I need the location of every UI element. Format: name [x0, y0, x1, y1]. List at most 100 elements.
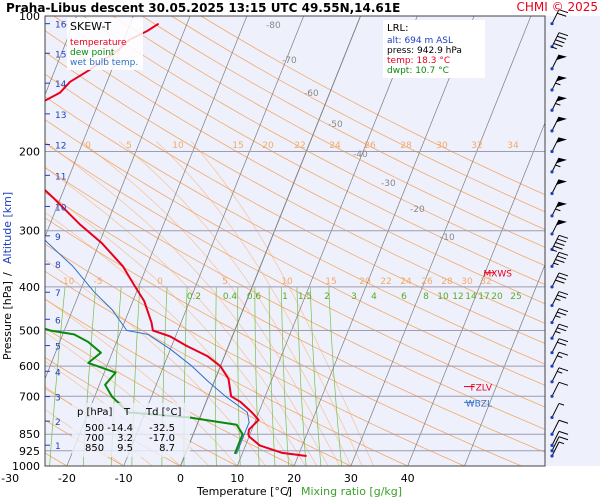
barb-feather: [558, 251, 569, 256]
barb-feather: [558, 367, 569, 372]
wind-barb: [550, 116, 567, 133]
mixing-ratio-label: 0.4: [223, 292, 238, 302]
table-cell: 3.2: [117, 433, 133, 444]
wind-barb: [550, 9, 569, 26]
dry-adiabat-label: 28: [441, 277, 453, 287]
mixing-ratio-label: 14: [465, 292, 477, 302]
marker-label-mxws: MXWS: [483, 270, 512, 280]
mixing-ratio-label: 2: [324, 292, 330, 302]
x-tick-label: -20: [58, 472, 76, 485]
mixing-ratio-label: 17: [478, 292, 489, 302]
series-wet-bulb-temp-: [45, 239, 250, 455]
mixing-ratio-label: 4: [371, 292, 377, 302]
wind-panel-background: [545, 16, 600, 466]
series-dew-point: [45, 327, 244, 455]
barb-dot: [550, 364, 554, 368]
dry-adiabat-label: 26: [364, 141, 376, 151]
isotherm: [45, 16, 134, 238]
profile-series: [45, 22, 307, 457]
barb-dot: [550, 432, 554, 436]
barb-feather: [557, 276, 567, 281]
barb-dot: [550, 351, 554, 355]
barb-pennant: [556, 116, 567, 123]
barb-pennant: [556, 96, 567, 102]
plot-background: [45, 16, 545, 466]
altitude-tick-label: 16: [55, 21, 67, 31]
dry-adiabat-label: 15: [232, 141, 243, 151]
barb-dot: [550, 303, 554, 308]
barb-feather: [557, 255, 567, 260]
dry-adiabat-label: 5: [222, 277, 228, 287]
mixing-ratio-label: 10: [437, 292, 449, 302]
lrl-dewpoint: dwpt: 10.7 °C: [387, 66, 449, 76]
altitude-tick-label: 1: [55, 442, 61, 452]
barb-half-feather: [555, 330, 561, 334]
wind-barb: [550, 419, 569, 436]
mixing-ratio-label: 1: [282, 292, 288, 302]
legend-wet-bulb: wet bulb temp.: [70, 58, 138, 68]
barb-feather: [558, 234, 569, 239]
legend: SKEW-T temperature dew point wet bulb te…: [67, 18, 143, 70]
isotherm: [180, 16, 361, 466]
altitude-tick-label: 14: [55, 80, 67, 90]
barb-dot: [550, 415, 554, 420]
barb-feather: [557, 341, 567, 346]
wind-barb: [550, 234, 569, 252]
x-axis-label: Temperature [°C]: [196, 485, 292, 498]
barb-feather: [558, 291, 569, 296]
wind-barb: [550, 367, 569, 384]
barb-feather: [558, 351, 569, 356]
barb-dot: [550, 449, 554, 453]
barb-pennant: [556, 179, 567, 185]
isotherm-label: -80: [266, 21, 281, 31]
wind-barb: [550, 351, 569, 368]
copyright: CHMI © 2025: [517, 0, 598, 14]
wind-barb: [550, 75, 567, 92]
level-table-background: [72, 403, 190, 457]
dry-adiabat-label: 0: [85, 141, 91, 151]
wind-barb: [550, 436, 569, 453]
series-temperature: [45, 22, 307, 457]
isotherm: [293, 16, 475, 466]
wind-barb: [550, 308, 569, 325]
barb-staff: [551, 420, 560, 435]
x-tick-label: 30: [344, 472, 358, 485]
dry-adiabat-label: 15: [325, 277, 336, 287]
isotherm: [464, 263, 545, 466]
x-axis-label-separator: /: [286, 485, 290, 498]
barb-feather: [553, 43, 563, 47]
table-cell: 500: [85, 423, 104, 434]
moist-adiabat: [190, 141, 374, 466]
altitude-tick-label: 12: [55, 142, 66, 152]
dry-adiabat-label: 34: [507, 141, 519, 151]
barb-feather: [558, 32, 569, 37]
barb-feather: [557, 294, 567, 299]
barb-half-feather: [555, 82, 561, 86]
x-tick-label: 0: [177, 472, 184, 485]
dry-adiabat: [45, 167, 545, 430]
dry-adiabat-label: 20: [262, 141, 274, 151]
wind-barb: [550, 219, 567, 236]
barb-pennant: [556, 54, 567, 61]
dry-adiabat-label: 22: [380, 277, 391, 287]
level-table: p [hPa] T Td [°C] 500 -14.4 -32.5 700 3.…: [72, 403, 190, 457]
altitude-tick-label: 6: [55, 316, 61, 326]
y-tick-label: 700: [19, 390, 40, 403]
dry-adiabat-label: 24: [400, 277, 412, 287]
mixing-ratio-label: 3: [351, 292, 357, 302]
lrl-temperature: temp: 18.3 °C: [387, 56, 450, 66]
legend-dew-point: dew point: [70, 48, 115, 58]
wind-barb: [550, 291, 569, 308]
dry-adiabat: [53, 16, 545, 285]
mixing-ratio-label: 20: [491, 292, 503, 302]
wind-barb: [550, 157, 567, 174]
wind-barb: [550, 251, 569, 268]
chart-title: Praha-Libus descent 30.05.2025 13:15 UTC…: [6, 1, 400, 15]
dry-adiabat: [45, 51, 545, 324]
wind-barb: [550, 32, 569, 50]
altitude-tick-label: 4: [55, 368, 61, 378]
barb-staff: [551, 351, 560, 367]
barb-feather: [555, 259, 565, 264]
lrl-pressure: press: 942.9 hPa: [387, 46, 462, 56]
barb-staff: [551, 179, 560, 194]
